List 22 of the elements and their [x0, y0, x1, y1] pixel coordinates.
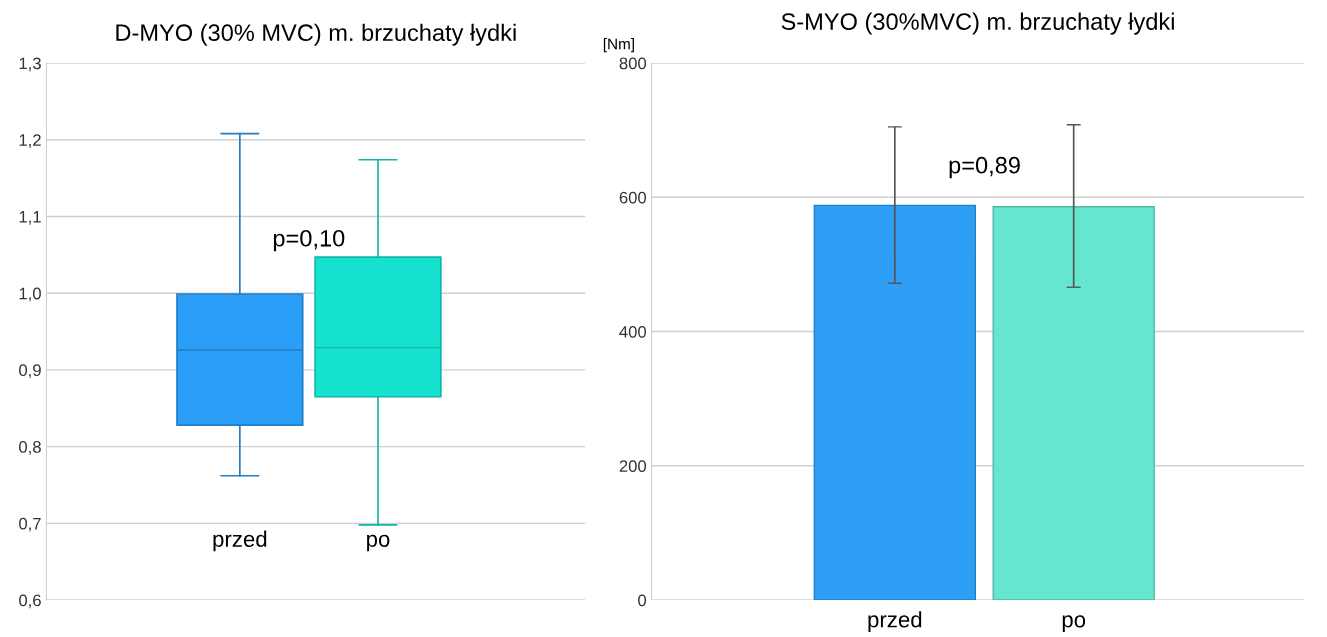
x-tick-label: przed	[213, 530, 267, 552]
y-tick-label: 800	[619, 57, 647, 70]
y-tick-label: 200	[619, 460, 647, 473]
y-tick-label: 0,7	[19, 517, 41, 532]
y-tick-label: 0,6	[19, 594, 41, 609]
x-tick-label: po	[1062, 615, 1086, 632]
y-tick-label: 0	[638, 594, 647, 607]
y-tick-label: 1,3	[19, 57, 41, 72]
y-tick-label: 1,0	[19, 287, 41, 302]
chart-title: S-MYO (30%MVC) m. brzuchaty łydki	[781, 12, 1174, 35]
x-tick-label: po	[367, 534, 390, 552]
y-axis-title: [Nm]	[603, 38, 634, 53]
annotation: p=0,89	[949, 156, 1020, 179]
y-tick-label: 0,9	[19, 364, 41, 379]
y-tick-label: 1,2	[19, 134, 41, 148]
y-tick-label: 400	[619, 325, 647, 338]
x-tick-label: przed	[868, 611, 922, 632]
chart-title: D-MYO (30% MVC) m. brzuchaty łydki	[116, 23, 516, 46]
y-tick-label: 0,8	[19, 441, 41, 455]
y-tick-label: 1,1	[19, 211, 41, 225]
y-tick-label: 600	[619, 191, 647, 204]
annotation: p=0,10	[273, 229, 345, 252]
